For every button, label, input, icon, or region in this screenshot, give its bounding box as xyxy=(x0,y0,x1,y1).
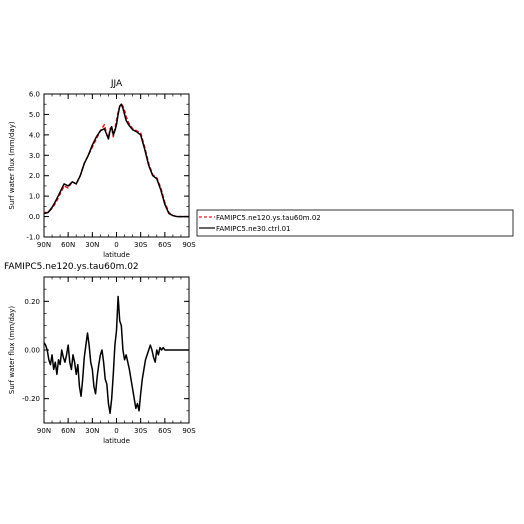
legend: FAMIPC5.ne120.ys.tau60m.02 FAMIPC5.ne30.c… xyxy=(196,209,514,237)
chart-title: JJA xyxy=(110,79,123,89)
series-line-2 xyxy=(43,103,189,218)
y-tick-label: 0.20 xyxy=(24,298,40,306)
x-axis-label: latitude xyxy=(103,251,130,259)
legend-label: FAMIPC5.ne30.ctrl.01 xyxy=(216,225,291,233)
x-tick-label: 60S xyxy=(158,241,172,249)
x-tick-label: 60N xyxy=(61,241,75,249)
y-tick-label: 3.0 xyxy=(29,152,40,160)
x-tick-label: 30S xyxy=(134,241,148,249)
y-axis-label: Surf water flux (mm/day) xyxy=(8,121,16,209)
legend-box xyxy=(196,209,514,237)
chart-panel-1: JJA 90N 60N 30N 0 30S 60S 90S -1.0 0.0 1.0 2.0 3.0 4.… xyxy=(8,79,514,259)
x-tick-label: 60S xyxy=(158,427,172,435)
series-line-1 xyxy=(43,295,189,415)
x-axis-label: latitude xyxy=(103,437,130,445)
y-tick-label: 4.0 xyxy=(29,131,40,139)
x-tick-label: 90S xyxy=(182,241,196,249)
chart-panel-2: FAMIPC5.ne120.ys.tau60m.02 90N 60N 30N 0 30S 6… xyxy=(4,262,196,445)
x-tick-label: 0 xyxy=(114,427,118,435)
x-tick-label: 30S xyxy=(134,427,148,435)
y-tick-label: 2.0 xyxy=(29,172,40,180)
x-tick-label: 60N xyxy=(61,427,75,435)
x-tick-label: 30N xyxy=(85,241,99,249)
y-tick-label: 0.00 xyxy=(24,347,40,355)
y-tick-label: 6.0 xyxy=(29,91,40,99)
chart-title: FAMIPC5.ne120.ys.tau60m.02 xyxy=(4,262,139,272)
y-tick-label: 1.0 xyxy=(29,193,40,201)
x-tick-label: 0 xyxy=(114,241,118,249)
y-tick-label: -0.20 xyxy=(22,395,40,403)
x-tick-label: 90N xyxy=(37,427,51,435)
plot-frame xyxy=(43,93,190,238)
y-tick-label: 5.0 xyxy=(29,111,40,119)
x-tick-label: 90N xyxy=(37,241,51,249)
y-tick-label: -1.0 xyxy=(26,234,40,242)
x-tick-label: 90S xyxy=(182,427,196,435)
y-tick-label: 0.0 xyxy=(29,213,40,221)
y-axis-label: Surf water flux (mm/day) xyxy=(8,306,16,394)
legend-label: FAMIPC5.ne120.ys.tau60m.02 xyxy=(216,214,321,222)
x-tick-label: 30N xyxy=(85,427,99,435)
